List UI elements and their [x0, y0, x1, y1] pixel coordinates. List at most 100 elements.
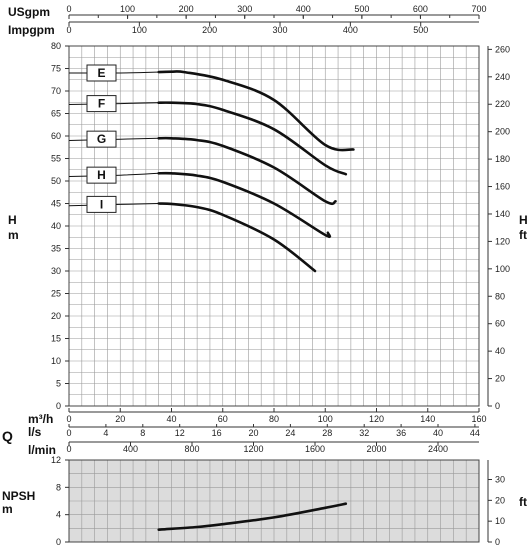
- usgpm-tick-label: 500: [354, 4, 369, 14]
- ls-tick-label: 24: [285, 428, 295, 438]
- h-ft-tick-label: 240: [495, 72, 510, 82]
- ls-label: l/s: [28, 425, 42, 439]
- h-left-unit: m: [8, 228, 19, 242]
- usgpm-tick-label: 200: [179, 4, 194, 14]
- npsh-ft-tick-label: 20: [495, 495, 505, 505]
- ls-tick-label: 36: [396, 428, 406, 438]
- curve-E: [157, 70, 355, 152]
- ls-tick-label: 12: [175, 428, 185, 438]
- curve-H: [157, 171, 332, 239]
- h-ft-tick-label: 140: [495, 209, 510, 219]
- impgpm-tick-label: 400: [343, 25, 358, 35]
- curve-F-tag-box: [86, 95, 117, 113]
- h-m-tick-label: 65: [51, 109, 61, 119]
- lmin-tick-label: 0: [66, 444, 71, 454]
- npsh-ft-tick-label: 30: [495, 475, 505, 485]
- npsh-m-tick-label: 12: [51, 455, 61, 465]
- ls-tick-label: 20: [248, 428, 258, 438]
- h-m-tick-label: 70: [51, 86, 61, 96]
- curve-I-low-flow: [68, 203, 159, 207]
- h-m-tick-label: 35: [51, 244, 61, 254]
- h-m-tick-label: 25: [51, 289, 61, 299]
- impgpm-label: Impgpm: [8, 23, 55, 37]
- ls-tick-label: 28: [322, 428, 332, 438]
- curve-I-tag-box: [86, 195, 117, 213]
- lmin-tick-label: 1200: [243, 444, 263, 454]
- h-m-tick-label: 60: [51, 131, 61, 141]
- h-left-label: H: [8, 213, 17, 227]
- m3h-tick-label: 0: [66, 414, 71, 424]
- curve-G-tag-box: [86, 130, 117, 148]
- ls-tick-label: 40: [433, 428, 443, 438]
- h-right-unit: ft: [519, 228, 527, 242]
- h-right-label: H: [519, 213, 528, 227]
- h-ft-tick-label: 120: [495, 236, 510, 246]
- lmin-tick-label: 400: [123, 444, 138, 454]
- m3h-tick-label: 80: [269, 414, 279, 424]
- m3h-tick-label: 40: [166, 414, 176, 424]
- usgpm-label: USgpm: [8, 5, 50, 19]
- h-m-tick-label: 45: [51, 199, 61, 209]
- usgpm-tick-label: 0: [66, 4, 71, 14]
- ls-tick-label: 0: [66, 428, 71, 438]
- h-ft-tick-label: 0: [495, 401, 500, 411]
- usgpm-tick-label: 700: [471, 4, 486, 14]
- curve-F-low-flow: [68, 102, 159, 105]
- curve-E-low-flow: [68, 71, 159, 74]
- impgpm-tick-label: 200: [202, 25, 217, 35]
- curve-H-tag-box: [86, 166, 117, 184]
- npsh-left-label: NPSH: [2, 489, 35, 503]
- curve-I: [157, 202, 317, 273]
- impgpm-tick-label: 100: [132, 25, 147, 35]
- h-m-tick-label: 15: [51, 334, 61, 344]
- h-ft-tick-label: 20: [495, 374, 505, 384]
- curve-I-tag: I: [100, 197, 103, 211]
- h-ft-tick-label: 100: [495, 264, 510, 274]
- q-label: Q: [2, 428, 13, 444]
- curve-G-low-flow: [68, 137, 159, 141]
- ls-tick-label: 8: [140, 428, 145, 438]
- m3h-label: m³/h: [28, 412, 53, 426]
- npsh-m-tick-label: 4: [56, 510, 61, 520]
- h-ft-tick-label: 40: [495, 346, 505, 356]
- usgpm-tick-label: 100: [120, 4, 135, 14]
- npsh-m-tick-label: 8: [56, 482, 61, 492]
- h-m-tick-label: 20: [51, 311, 61, 321]
- h-m-tick-label: 30: [51, 266, 61, 276]
- npsh-m-tick-label: 0: [56, 537, 61, 547]
- h-ft-tick-label: 80: [495, 291, 505, 301]
- impgpm-tick-label: 0: [66, 25, 71, 35]
- curve-G-tag: G: [97, 132, 106, 146]
- h-m-tick-label: 75: [51, 64, 61, 74]
- curve-H-tag: H: [97, 168, 106, 182]
- m3h-tick-label: 20: [115, 414, 125, 424]
- m3h-tick-label: 100: [318, 414, 333, 424]
- lmin-tick-label: 2000: [366, 444, 386, 454]
- h-m-tick-label: 55: [51, 154, 61, 164]
- curve-E-tag: E: [97, 66, 105, 80]
- curve-F: [157, 101, 348, 176]
- h-ft-tick-label: 200: [495, 127, 510, 137]
- npsh-ft-tick-label: 0: [495, 537, 500, 547]
- h-m-tick-label: 50: [51, 176, 61, 186]
- lmin-tick-label: 2400: [428, 444, 448, 454]
- ls-tick-label: 16: [212, 428, 222, 438]
- impgpm-tick-label: 300: [273, 25, 288, 35]
- usgpm-tick-label: 400: [296, 4, 311, 14]
- h-ft-tick-label: 220: [495, 99, 510, 109]
- ls-tick-label: 4: [103, 428, 108, 438]
- h-m-tick-label: 80: [51, 41, 61, 51]
- curve-G: [157, 136, 337, 206]
- npsh-curve: [157, 502, 348, 531]
- h-ft-tick-label: 60: [495, 319, 505, 329]
- ls-tick-label: 44: [470, 428, 480, 438]
- npsh-ft-tick-label: 10: [495, 516, 505, 526]
- m3h-tick-label: 140: [420, 414, 435, 424]
- m3h-tick-label: 160: [471, 414, 486, 424]
- lmin-tick-label: 1600: [305, 444, 325, 454]
- h-m-tick-label: 0: [56, 401, 61, 411]
- curve-F-tag: F: [98, 97, 105, 111]
- curve-H-low-flow: [68, 172, 159, 177]
